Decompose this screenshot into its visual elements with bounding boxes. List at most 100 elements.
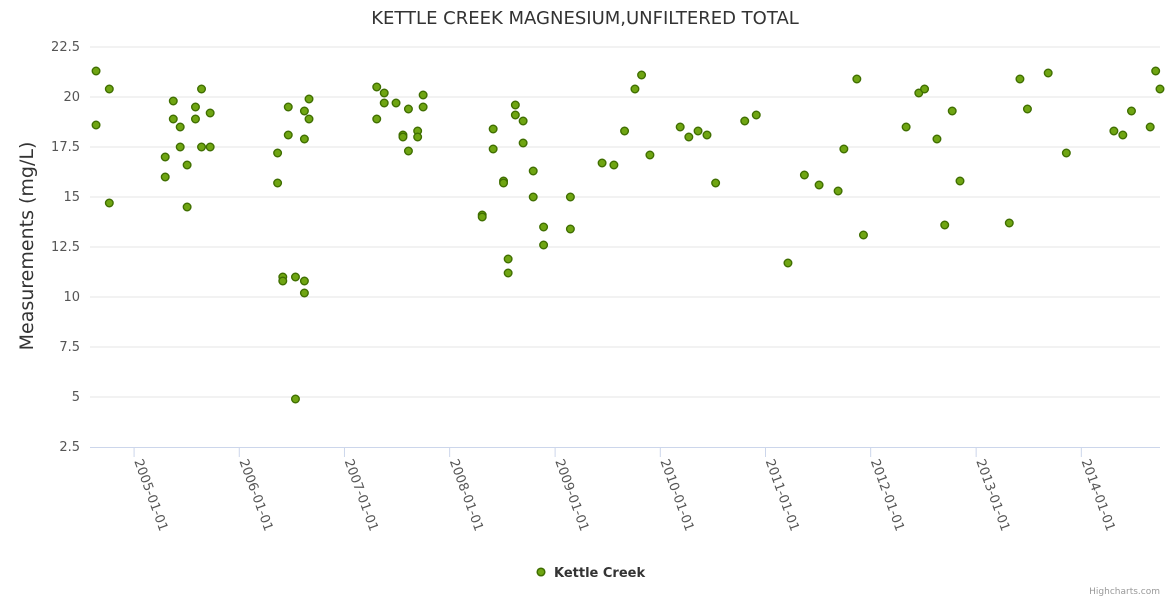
data-point[interactable] <box>852 74 862 84</box>
data-point[interactable] <box>372 82 382 92</box>
data-point[interactable] <box>182 202 192 212</box>
data-point[interactable] <box>290 394 300 404</box>
data-point[interactable] <box>160 172 170 182</box>
data-point[interactable] <box>299 288 309 298</box>
data-point[interactable] <box>1004 218 1014 228</box>
data-point[interactable] <box>190 102 200 112</box>
data-point[interactable] <box>304 114 314 124</box>
data-point[interactable] <box>488 144 498 154</box>
data-point[interactable] <box>418 90 428 100</box>
data-point[interactable] <box>372 114 382 124</box>
data-point[interactable] <box>510 100 520 110</box>
data-point[interactable] <box>190 114 200 124</box>
data-point[interactable] <box>702 130 712 140</box>
data-point[interactable] <box>379 88 389 98</box>
data-point[interactable] <box>403 104 413 114</box>
data-point[interactable] <box>814 180 824 190</box>
data-point[interactable] <box>565 224 575 234</box>
data-point[interactable] <box>503 254 513 264</box>
data-point[interactable] <box>528 166 538 176</box>
series-kettle-creek[interactable] <box>91 66 1165 404</box>
data-point[interactable] <box>1109 126 1119 136</box>
data-point[interactable] <box>932 134 942 144</box>
data-point[interactable] <box>418 102 428 112</box>
data-point[interactable] <box>783 258 793 268</box>
data-point[interactable] <box>645 150 655 160</box>
data-point[interactable] <box>597 158 607 168</box>
data-point[interactable] <box>299 276 309 286</box>
data-point[interactable] <box>901 122 911 132</box>
data-point[interactable] <box>182 160 192 170</box>
data-point[interactable] <box>839 144 849 154</box>
data-point[interactable] <box>858 230 868 240</box>
data-point[interactable] <box>1155 84 1165 94</box>
data-point[interactable] <box>104 84 114 94</box>
data-point[interactable] <box>299 134 309 144</box>
credits-link[interactable]: Highcharts.com <box>1089 587 1160 597</box>
data-point[interactable] <box>499 178 509 188</box>
data-point[interactable] <box>168 96 178 106</box>
data-point[interactable] <box>740 116 750 126</box>
data-point[interactable] <box>91 66 101 76</box>
data-point[interactable] <box>197 142 207 152</box>
data-point[interactable] <box>1043 68 1053 78</box>
y-tick-label: 5 <box>72 390 80 405</box>
data-point[interactable] <box>160 152 170 162</box>
data-point[interactable] <box>693 126 703 136</box>
data-point[interactable] <box>630 84 640 94</box>
data-point[interactable] <box>273 178 283 188</box>
data-point[interactable] <box>539 222 549 232</box>
data-point[interactable] <box>1126 106 1136 116</box>
data-point[interactable] <box>799 170 809 180</box>
data-point[interactable] <box>955 176 965 186</box>
data-point[interactable] <box>503 268 513 278</box>
data-point[interactable] <box>1061 148 1071 158</box>
data-point[interactable] <box>290 272 300 282</box>
data-point[interactable] <box>751 110 761 120</box>
data-point[interactable] <box>477 212 487 222</box>
data-point[interactable] <box>403 146 413 156</box>
data-point[interactable] <box>168 114 178 124</box>
data-point[interactable] <box>528 192 538 202</box>
data-point[interactable] <box>609 160 619 170</box>
data-point[interactable] <box>175 142 185 152</box>
data-point[interactable] <box>684 132 694 142</box>
data-point[interactable] <box>304 94 314 104</box>
data-point[interactable] <box>565 192 575 202</box>
data-point[interactable] <box>273 148 283 158</box>
data-point[interactable] <box>1145 122 1155 132</box>
data-point[interactable] <box>833 186 843 196</box>
data-point[interactable] <box>299 106 309 116</box>
data-point[interactable] <box>518 138 528 148</box>
data-point[interactable] <box>91 120 101 130</box>
data-point[interactable] <box>278 276 288 286</box>
data-point[interactable] <box>104 198 114 208</box>
legend-item-kettle-creek[interactable]: Kettle Creek <box>554 566 645 581</box>
data-point[interactable] <box>1118 130 1128 140</box>
data-point[interactable] <box>205 142 215 152</box>
data-point[interactable] <box>391 98 401 108</box>
data-point[interactable] <box>379 98 389 108</box>
data-point[interactable] <box>413 132 423 142</box>
data-point[interactable] <box>1015 74 1025 84</box>
data-point[interactable] <box>197 84 207 94</box>
data-point[interactable] <box>510 110 520 120</box>
data-point[interactable] <box>283 130 293 140</box>
data-point[interactable] <box>1022 104 1032 114</box>
data-point[interactable] <box>920 84 930 94</box>
data-point[interactable] <box>205 108 215 118</box>
data-point[interactable] <box>1151 66 1161 76</box>
data-point[interactable] <box>947 106 957 116</box>
data-point[interactable] <box>283 102 293 112</box>
legend[interactable]: Kettle Creek <box>536 566 645 581</box>
data-point[interactable] <box>518 116 528 126</box>
data-point[interactable] <box>637 70 647 80</box>
data-point[interactable] <box>539 240 549 250</box>
data-point[interactable] <box>675 122 685 132</box>
data-point[interactable] <box>398 132 408 142</box>
data-point[interactable] <box>175 122 185 132</box>
data-point[interactable] <box>940 220 950 230</box>
data-point[interactable] <box>620 126 630 136</box>
data-point[interactable] <box>488 124 498 134</box>
data-point[interactable] <box>711 178 721 188</box>
